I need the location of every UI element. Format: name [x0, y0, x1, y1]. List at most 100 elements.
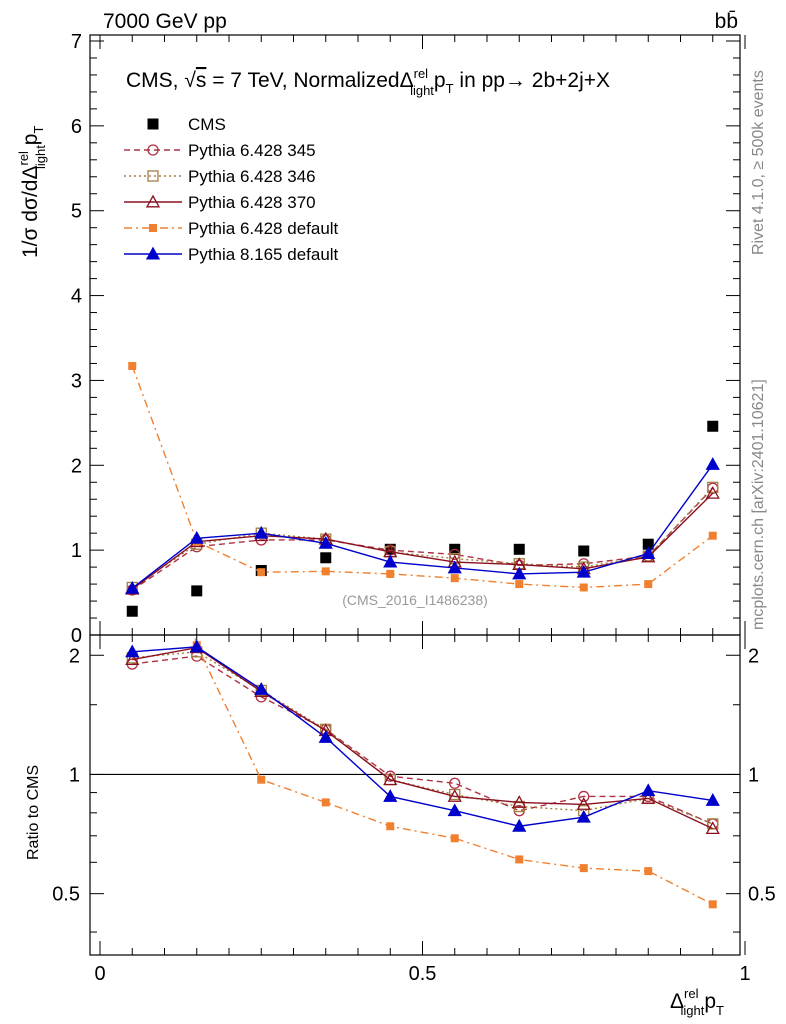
xlabel-t: T [716, 1003, 724, 1018]
ratio-data-point [708, 900, 717, 909]
xlabel-main: Δ [670, 990, 684, 1013]
data-point [254, 525, 269, 539]
legend-label: CMS [188, 115, 226, 134]
series-line [131, 487, 714, 591]
series-pythia-6-428-370 [125, 485, 720, 595]
data-point [189, 530, 204, 544]
ratio-series-line [132, 646, 714, 830]
main-ytick-label: 4 [71, 286, 82, 308]
ratio-data-point [576, 809, 591, 823]
data-point [386, 569, 395, 578]
ratio-ylabel: Ratio to CMS [25, 765, 42, 860]
main-ylabel: 1/σ dσ/dΔrel lightpT [16, 126, 48, 259]
ratio-data-point [705, 793, 720, 806]
rivet-side-label: Rivet 4.1.0, ≥ 500k events [750, 70, 767, 255]
ratio-data-point [383, 772, 398, 786]
title-prefix: CMS, √ [126, 69, 196, 92]
ratio-series-line [132, 646, 713, 827]
main-ytick-label: 7 [71, 31, 82, 53]
ratio-data-point [579, 864, 588, 873]
ratio-data-point [641, 791, 656, 804]
main-ytick-label: 5 [71, 201, 82, 223]
ratio-data-point [321, 798, 330, 807]
ratio-data-point [576, 797, 591, 810]
ratio-series-pythia-8-165-default [125, 639, 720, 832]
data-point [707, 481, 719, 493]
xlabel-p: p [704, 990, 716, 1013]
ratio-data-point [449, 777, 461, 789]
data-point [126, 605, 138, 617]
legend-marker [147, 170, 159, 182]
ratio-ytick-label-right: 1 [748, 764, 759, 786]
mcplots-side-label: mcplots.cern.ch [arXiv:2401.10621] [750, 379, 767, 630]
ratio-data-point [386, 822, 395, 831]
series-pythia-8-165-default [125, 457, 720, 594]
ratio-series-pythia-6-428-370 [125, 640, 720, 835]
legend: CMS Pythia 6.428 345 Pythia 6.428 346 Pythi… [124, 115, 339, 264]
ratio-data-point [125, 644, 140, 658]
title-suffix: in pp→ 2b+2j+X [454, 69, 610, 92]
data-point [579, 583, 588, 592]
legend-marker [149, 224, 157, 232]
data-point [447, 560, 462, 574]
data-point [707, 420, 719, 432]
data-point [257, 568, 266, 577]
data-point [641, 546, 656, 559]
data-point [578, 545, 590, 557]
series-line [131, 464, 714, 589]
legend-marker [145, 194, 161, 208]
ratio-xtick-label: 0.5 [409, 963, 437, 985]
legend-item: CMS [147, 115, 226, 134]
series-pythia-6-428-345 [126, 482, 719, 596]
energy-label: 7000 GeV pp [103, 10, 227, 33]
ratio-ytick-label: 1 [69, 764, 80, 786]
legend-item: Pythia 6.428 default [124, 219, 339, 238]
ratio-xtick-label: 1 [739, 963, 750, 985]
main-ylabel-t: T [31, 126, 46, 134]
main-series-group [125, 362, 720, 617]
legend-item: Pythia 8.165 default [124, 245, 339, 264]
ratio-data-point [450, 834, 459, 843]
main-ytick-label: 3 [71, 370, 82, 392]
ratio-data-point [512, 818, 527, 832]
data-point [450, 574, 459, 583]
main-ytick-label: 6 [71, 116, 82, 138]
data-point [705, 457, 720, 470]
analysis-id-annotation: (CMS_2016_I1486238) [342, 592, 488, 608]
title-sub: light [410, 83, 434, 98]
ratio-data-point [641, 783, 656, 797]
data-point [125, 580, 140, 594]
legend-item: Pythia 6.428 346 [124, 167, 316, 186]
ratio-axes: 0.5 0.5 1 1 2 2 0 0.5 1 [52, 635, 776, 985]
ratio-series-group [125, 635, 720, 909]
legend-label: Pythia 6.428 370 [188, 193, 316, 212]
ratio-data-point [447, 803, 462, 817]
ratio-data-point [189, 639, 204, 653]
ratio-data-point [512, 795, 527, 808]
data-point [384, 543, 396, 555]
ratio-xlabel: Δrel lightpT [670, 986, 724, 1018]
data-point [644, 580, 653, 589]
data-point [320, 552, 332, 564]
series-line [131, 492, 714, 590]
ratio-data-point [318, 730, 333, 743]
legend-marker [147, 118, 159, 130]
ratio-data-point [707, 818, 719, 830]
ratio-series-pythia-6-428-346 [126, 646, 719, 830]
title-t: T [446, 81, 454, 96]
main-ytick-label: 0 [71, 625, 82, 647]
data-point [383, 554, 398, 568]
data-point [708, 531, 717, 540]
data-point [705, 485, 720, 499]
main-ylabel-p: p [19, 134, 42, 146]
legend-item: Pythia 6.428 345 [124, 141, 316, 160]
main-axes: 0 1 2 3 4 5 6 7 [71, 31, 746, 647]
legend-marker [145, 246, 161, 260]
main-ylabel-sub: light [33, 145, 48, 169]
title-p: p [434, 69, 446, 92]
ratio-data-point [705, 821, 720, 835]
data-point [318, 536, 333, 549]
series-cms [126, 420, 719, 617]
legend-label: Pythia 6.428 346 [188, 167, 316, 186]
